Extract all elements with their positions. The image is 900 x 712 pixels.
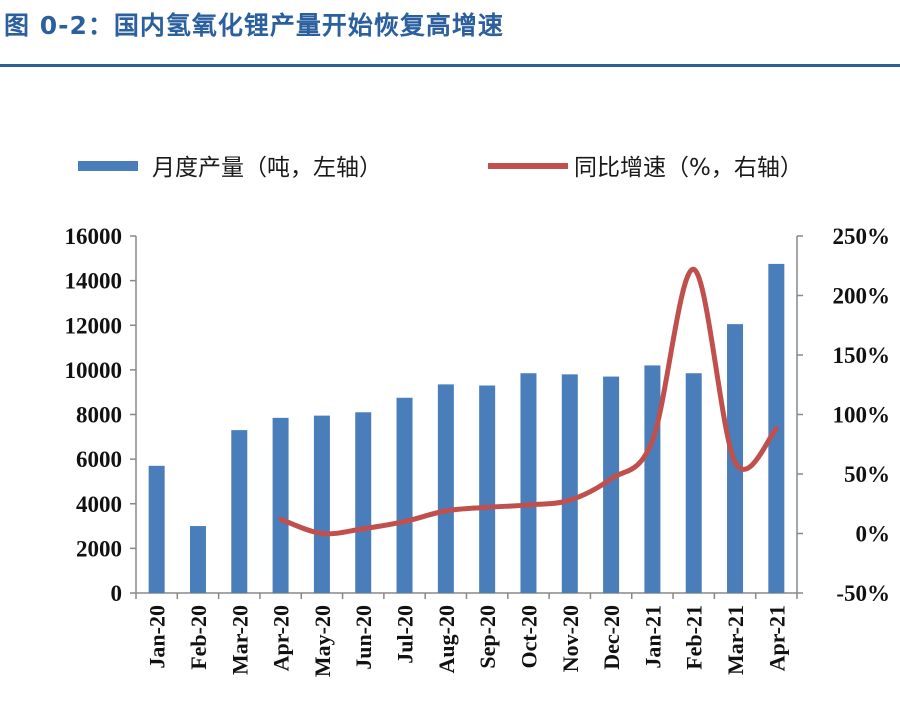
bar	[313, 415, 330, 593]
bar	[189, 526, 206, 593]
legend-bar-swatch	[78, 161, 138, 171]
x-tick-label: Oct-20	[516, 605, 541, 669]
x-tick-label: Feb-21	[682, 605, 707, 670]
left-tick-label: 10000	[65, 358, 123, 383]
right-tick-label: 50%	[844, 462, 890, 487]
left-tick-label: 6000	[76, 447, 122, 472]
bar	[561, 374, 578, 593]
x-tick-label: Aug-20	[434, 605, 459, 673]
left-tick-label: 0	[111, 581, 123, 606]
x-tick-label: Jan-21	[640, 605, 665, 669]
left-tick-label: 14000	[65, 269, 123, 294]
left-tick-label: 4000	[76, 492, 122, 517]
bar	[231, 430, 248, 593]
line-series	[278, 266, 779, 537]
bar	[355, 412, 372, 593]
left-tick-label: 12000	[65, 313, 123, 338]
figure-title: 图 0-2：国内氢氧化锂产量开始恢复高增速	[4, 11, 504, 40]
bars	[148, 263, 785, 593]
tick-labels: 0 2000 4000 6000 8000 10000 12000 14000 16000 -50…	[65, 224, 891, 677]
bar	[685, 373, 702, 593]
right-tick-label: 250%	[833, 224, 891, 249]
right-tick-label: -50%	[836, 581, 890, 606]
x-tick-label: Mar-21	[723, 605, 748, 675]
yoy-growth-line	[278, 266, 779, 537]
x-tick-label: May-20	[310, 605, 335, 677]
legend-bar-label: 月度产量（吨，左轴）	[152, 155, 382, 181]
bar	[437, 384, 454, 593]
bar	[396, 397, 413, 593]
bar	[520, 373, 537, 593]
x-tick-label: Apr-21	[764, 605, 789, 671]
bar	[479, 385, 496, 593]
bar	[644, 365, 661, 593]
x-tick-label: Apr-20	[269, 605, 294, 671]
x-tick-label: Nov-20	[558, 605, 583, 672]
x-tick-label: Sep-20	[475, 605, 500, 669]
x-tick-label: Jul-20	[393, 605, 418, 664]
left-tick-label: 8000	[76, 403, 122, 428]
left-tick-label: 16000	[65, 224, 123, 249]
title-divider	[0, 64, 900, 67]
left-tick-label: 2000	[76, 536, 122, 561]
x-tick-label: Dec-20	[599, 605, 624, 670]
right-tick-label: 0%	[856, 522, 891, 547]
legend-line-label: 同比增速（%，右轴）	[574, 155, 803, 181]
legend: 月度产量（吨，左轴） 同比增速（%，右轴）	[78, 155, 803, 181]
bar	[603, 376, 620, 593]
x-tick-label: Mar-20	[227, 605, 252, 675]
right-tick-label: 100%	[833, 403, 891, 428]
bar	[272, 417, 289, 593]
x-tick-label: Feb-20	[186, 605, 211, 670]
x-tick-label: Jan-20	[145, 605, 170, 669]
bar	[148, 465, 165, 593]
right-tick-label: 150%	[833, 343, 891, 368]
right-tick-label: 200%	[833, 284, 891, 309]
x-tick-label: Jun-20	[351, 605, 376, 670]
